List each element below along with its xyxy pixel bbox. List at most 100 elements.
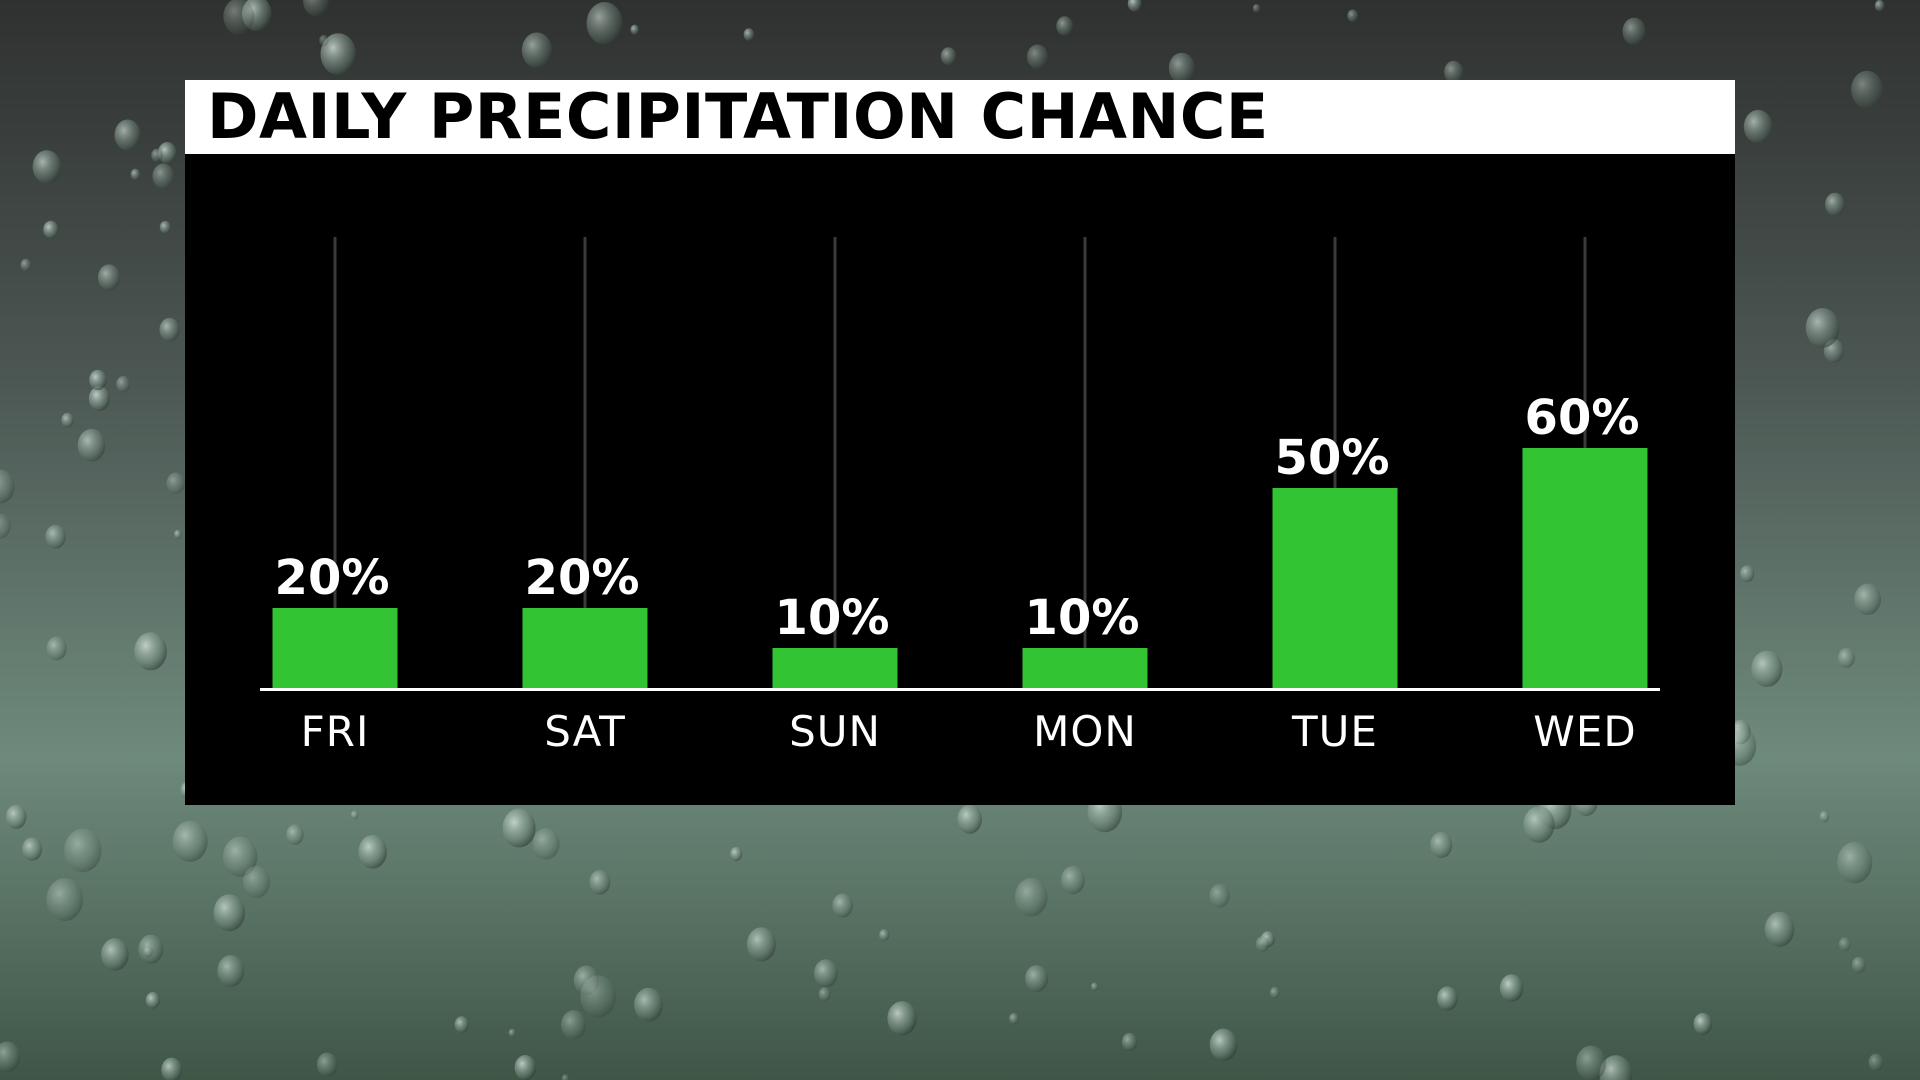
raindrop [746,927,776,962]
chart-title: DAILY PRECIPITATION CHANCE [207,80,1269,153]
title-bar: DAILY PRECIPITATION CHANCE [185,80,1735,154]
raindrop [1874,0,1885,12]
raindrop [1576,1045,1607,1080]
raindrop [521,32,553,68]
raindrop [1751,650,1783,687]
raindrop [1622,17,1646,45]
raindrop [1090,982,1099,991]
raindrop [151,148,163,162]
raindrop [101,938,129,971]
raindrop [634,987,663,1022]
raindrop [77,428,106,462]
raindrop [316,1052,338,1077]
category-label-sat: SAT [544,707,626,756]
value-label-sun: 10% [775,590,890,646]
bar-sun [772,648,898,688]
raindrop [1805,308,1840,348]
raindrop [350,810,359,820]
raindrop [158,142,177,164]
raindrop [1009,1013,1019,1025]
bar-fri [272,608,398,688]
raindrop [832,893,853,918]
raindrop [1056,16,1074,36]
raindrop [20,258,32,272]
raindrop [1209,1028,1238,1062]
raindrop [89,369,107,391]
raindrop [940,47,957,66]
raindrop [46,636,67,661]
raindrop [1430,832,1453,858]
raindrop [159,220,171,234]
raindrop [88,386,110,411]
raindrop [46,878,83,922]
raindrop [630,24,639,35]
raindrop [145,992,160,1009]
chart-panel: 20% FRI 20% SAT 10% SUN 10% MON 50% TUE 60% WED DAI… [185,80,1735,805]
raindrop [166,472,185,495]
raindrop [0,469,15,504]
raindrop [32,150,61,184]
raindrop [514,1055,536,1080]
bar-chart: 20% FRI 20% SAT 10% SUN 10% MON 50% TUE 60% WED [260,237,1660,756]
value-label-mon: 10% [1025,590,1140,646]
raindrop [1255,936,1270,952]
raindrop [1168,52,1195,84]
raindrop [1851,70,1884,109]
category-label-wed: WED [1533,707,1636,756]
raindrop [1347,9,1359,23]
raindrop [1837,841,1873,884]
raindrop [508,1028,516,1037]
raindrop [172,820,208,862]
raindrop [217,955,245,987]
category-label-mon: MON [1033,707,1137,756]
raindrop [1819,810,1830,823]
bar-tue [1272,488,1398,688]
raindrop [0,1041,21,1072]
raindrop [879,929,890,941]
raindrop [161,1057,183,1080]
raindrop [134,632,167,671]
bar-mon [1022,648,1148,688]
raindrop [61,412,74,428]
raindrop [5,804,27,829]
raindrop [43,220,59,239]
category-label-tue: TUE [1291,707,1378,756]
raindrop [1743,109,1773,144]
raindrop [561,1010,587,1040]
raindrop [1868,1053,1884,1072]
raindrop [114,119,141,151]
raindrop [98,264,120,291]
raindrop [814,959,838,988]
raindrop [1523,806,1555,843]
raindrop [152,163,175,189]
raindrop [116,376,130,393]
raindrop [1437,986,1458,1011]
raindrop [1127,0,1142,12]
raindrop [1851,956,1866,974]
raindrop [586,2,623,45]
raindrop [1025,965,1049,993]
raindrop [1121,1032,1138,1051]
raindrop [1209,884,1230,908]
raindrop [730,846,743,862]
raindrop [1764,911,1795,947]
bar-wed [1522,448,1648,688]
raindrop [818,987,831,1002]
value-label-wed: 60% [1525,390,1640,446]
raindrop [1599,1055,1633,1080]
raindrop [64,828,102,873]
raindrop [45,524,66,549]
raindrop [223,0,255,35]
raindrop [1837,647,1855,668]
raindrop [223,836,258,877]
raindrop [242,866,271,898]
raindrop [174,529,182,539]
raindrop [957,804,982,834]
raindrop [143,946,153,958]
raindrop [561,1074,569,1080]
raindrop [213,894,246,932]
raindrop [1444,60,1464,84]
raindrop [0,513,11,539]
raindrop [1693,1012,1713,1035]
